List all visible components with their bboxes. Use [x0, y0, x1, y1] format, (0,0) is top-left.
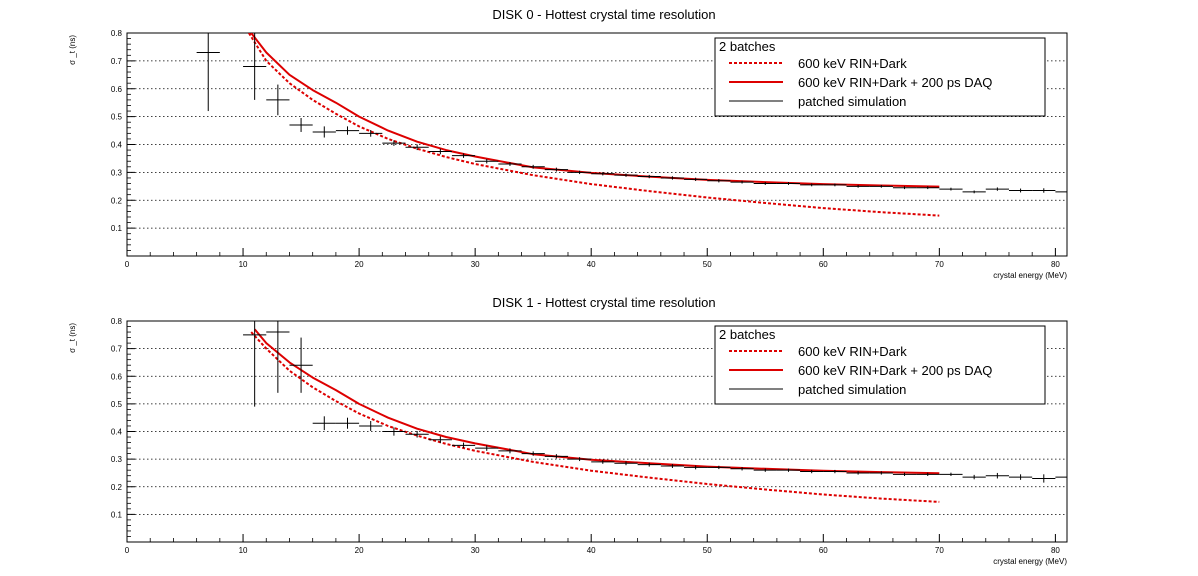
x-tick-label: 50 — [703, 546, 712, 555]
y-tick-label: 0.3 — [111, 455, 123, 464]
x-tick-label: 60 — [819, 546, 828, 555]
simulation-points — [243, 321, 1067, 483]
legend-entry-label: 600 keV RIN+Dark + 200 ps DAQ — [798, 363, 992, 378]
legend-entry-label: patched simulation — [798, 382, 906, 397]
y-tick-label: 0.6 — [111, 85, 123, 94]
legend-entry-label: patched simulation — [798, 94, 906, 109]
y-tick-label: 0.5 — [111, 400, 123, 409]
y-tick-label: 0.7 — [111, 57, 123, 66]
rin-dark-daq-curve — [253, 328, 940, 475]
y-tick-label: 0.1 — [111, 510, 123, 519]
y-tick-label: 0.2 — [111, 483, 123, 492]
x-tick-label: 70 — [935, 260, 944, 269]
disk0-panel: DISK 0 - Hottest crystal time resolution… — [68, 7, 1068, 280]
y-tick-label: 0.8 — [111, 29, 123, 38]
x-tick-label: 0 — [125, 260, 130, 269]
x-tick-label: 10 — [239, 546, 248, 555]
legend-entry-label: 600 keV RIN+Dark + 200 ps DAQ — [798, 75, 992, 90]
chart-title: DISK 0 - Hottest crystal time resolution — [492, 7, 715, 22]
y-axis-label: σ _t (ns) — [68, 35, 77, 65]
y-tick-label: 0.4 — [111, 141, 123, 150]
legend: 2 batches 600 keV RIN+Dark 600 keV RIN+Dar… — [714, 37, 1046, 117]
x-tick-label: 40 — [587, 260, 596, 269]
x-tick-label: 0 — [125, 546, 130, 555]
x-tick-label: 10 — [239, 260, 248, 269]
simulation-points — [196, 33, 1067, 195]
x-tick-label: 60 — [819, 260, 828, 269]
rin-dark-daq-curve — [250, 33, 940, 188]
x-axis-label: crystal energy (MeV) — [993, 271, 1067, 280]
x-tick-label: 70 — [935, 546, 944, 555]
legend: 2 batches 600 keV RIN+Dark 600 keV RIN+Dar… — [714, 325, 1046, 405]
y-axis-label: σ _t (ns) — [68, 323, 77, 353]
rin-dark-curve — [250, 331, 940, 503]
legend-header: 2 batches — [719, 39, 776, 54]
y-tick-label: 0.2 — [111, 196, 123, 205]
x-axis-label: crystal energy (MeV) — [993, 557, 1067, 566]
legend-box — [714, 325, 1046, 405]
rin-dark-curve — [248, 33, 940, 217]
y-tick-label: 0.3 — [111, 168, 123, 177]
legend-box — [714, 37, 1046, 117]
chart-title: DISK 1 - Hottest crystal time resolution — [492, 295, 715, 310]
legend-entry-label: 600 keV RIN+Dark — [798, 344, 907, 359]
x-tick-label: 20 — [355, 260, 364, 269]
y-tick-label: 0.1 — [111, 224, 123, 233]
x-tick-label: 30 — [471, 546, 480, 555]
legend-header: 2 batches — [719, 327, 776, 342]
disk1-panel: DISK 1 - Hottest crystal time resolution… — [68, 295, 1068, 566]
legend-entry-label: 600 keV RIN+Dark — [798, 56, 907, 71]
y-tick-label: 0.5 — [111, 113, 123, 122]
y-tick-label: 0.8 — [111, 317, 123, 326]
x-tick-label: 50 — [703, 260, 712, 269]
x-tick-label: 20 — [355, 546, 364, 555]
y-tick-label: 0.7 — [111, 345, 123, 354]
x-tick-label: 40 — [587, 546, 596, 555]
x-tick-label: 80 — [1051, 260, 1060, 269]
y-tick-label: 0.6 — [111, 372, 123, 381]
y-tick-label: 0.4 — [111, 428, 123, 437]
x-tick-label: 80 — [1051, 546, 1060, 555]
x-tick-label: 30 — [471, 260, 480, 269]
